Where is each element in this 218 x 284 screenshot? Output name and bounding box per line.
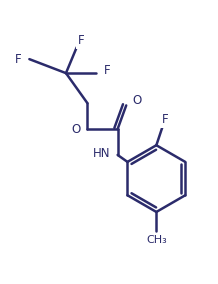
Text: CH₃: CH₃ <box>146 235 167 245</box>
Text: F: F <box>162 113 168 126</box>
Text: HN: HN <box>93 147 110 160</box>
Text: O: O <box>132 93 142 106</box>
Text: F: F <box>15 53 22 66</box>
Text: F: F <box>104 64 110 78</box>
Text: O: O <box>71 123 80 135</box>
Text: F: F <box>78 34 84 47</box>
